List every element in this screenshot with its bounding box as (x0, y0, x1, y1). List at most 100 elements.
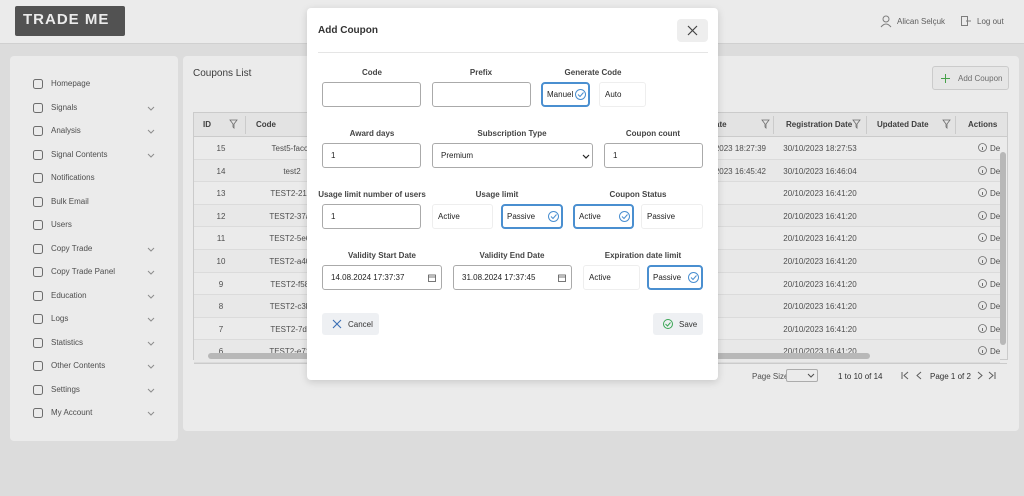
cell-id: 6 (218, 347, 224, 357)
close-button[interactable] (677, 19, 708, 42)
menu-icon (33, 102, 43, 113)
menu-item[interactable]: Copy Trade (51, 243, 93, 253)
column-header: Updated Date (877, 120, 929, 129)
close-icon (687, 25, 698, 36)
menu-icon (33, 290, 43, 301)
field-label: Prefix (469, 68, 493, 77)
field-label: Validity End Date (479, 251, 545, 260)
info-icon (978, 188, 987, 198)
input-value: 1 (331, 151, 336, 160)
menu-icon (33, 79, 43, 89)
cell-action[interactable]: De (990, 144, 1001, 153)
cell-id: 10 (216, 257, 226, 266)
menu-item[interactable]: Notifications (51, 173, 95, 182)
cell-action[interactable]: De (990, 302, 1001, 312)
menu-item[interactable]: Users (51, 220, 72, 229)
menu-item[interactable]: My Account (51, 408, 93, 417)
input-field[interactable]: 1 (604, 143, 703, 168)
menu-item[interactable]: Analysis (51, 126, 81, 135)
chevron (147, 106, 155, 111)
cell-action[interactable]: De (990, 234, 1001, 244)
cell-code: TEST2-37ab (269, 211, 315, 221)
menu-item[interactable]: Signal Contents (51, 149, 108, 159)
menu-icon (33, 149, 43, 160)
input-field[interactable]: 1 (322, 143, 421, 168)
menu-item[interactable]: Signals (51, 102, 78, 112)
menu-item[interactable]: Statistics (51, 337, 84, 347)
cell-action[interactable]: De (990, 347, 1001, 357)
field-label: Expiration date limit (604, 251, 682, 260)
info-icon (978, 256, 987, 265)
menu-icon (33, 220, 43, 230)
add-coupon-label: Add Coupon (958, 74, 1003, 83)
menu-item[interactable]: Logs (51, 314, 69, 323)
add-coupon-button[interactable]: Add Coupon (932, 66, 1009, 90)
menu-item[interactable]: Bulk Email (51, 196, 89, 206)
chevron (807, 373, 815, 378)
field-label: Code (362, 68, 382, 77)
cell-action[interactable]: De (990, 211, 1001, 221)
input-field[interactable]: 31.08.2024 17:37:45 (453, 265, 572, 290)
page-size-select[interactable] (786, 369, 818, 382)
toggle-option[interactable]: Passive (647, 265, 703, 290)
menu-icon (33, 126, 43, 136)
input-field[interactable]: 1 (322, 204, 421, 229)
cell-action[interactable]: De (990, 324, 1001, 334)
logout-link[interactable]: Log out (977, 17, 1004, 26)
chevron (147, 388, 155, 393)
plus-icon (941, 74, 950, 83)
cell-action[interactable]: De (990, 166, 1001, 176)
column-header: Registration Date (786, 120, 853, 129)
menu-item[interactable]: Education (51, 290, 87, 300)
input-value: 31.08.2024 17:37:45 (462, 273, 536, 282)
chevron (147, 129, 155, 134)
column-header: ate (715, 120, 727, 129)
menu-icon (33, 361, 43, 371)
menu-item[interactable]: Other Contents (51, 361, 106, 370)
info-icon (978, 323, 987, 333)
input-value: 1 (613, 151, 618, 160)
info-icon (978, 233, 987, 243)
menu-item[interactable]: Copy Trade Panel (51, 267, 116, 276)
toggle-option[interactable]: Active (573, 204, 634, 229)
input-field[interactable] (432, 82, 531, 107)
input-field[interactable]: Premium (432, 143, 593, 168)
input-field[interactable]: 14.08.2024 17:37:37 (322, 265, 442, 290)
toggle-option[interactable]: Active (583, 265, 640, 290)
save-button[interactable]: Save (653, 313, 703, 335)
column-header: ID (203, 120, 211, 129)
column-header: Code (256, 120, 276, 129)
cell-registration: 20/10/2023 16:41:20 (783, 302, 857, 312)
menu-item[interactable]: Settings (51, 384, 80, 394)
cell-id: 13 (216, 189, 226, 199)
filter-icon (852, 119, 861, 129)
toggle-label: Manuel (547, 90, 574, 99)
info-icon (978, 143, 987, 152)
field-label: Usage limit (475, 190, 519, 199)
field-label: Generate Code (564, 68, 622, 77)
save-label: Save (679, 320, 698, 329)
input-value: Premium (441, 151, 474, 160)
toggle-label: Active (589, 273, 611, 282)
toggle-label: Passive (653, 273, 682, 282)
cell-action[interactable]: De (990, 257, 1001, 266)
column-separator (955, 116, 956, 134)
menu-item[interactable]: Homepage (51, 79, 91, 88)
cell-id: 12 (216, 211, 226, 221)
prev-page (916, 371, 922, 380)
logo: TRADE ME (15, 6, 125, 36)
toggle-option[interactable]: Auto (599, 82, 646, 107)
cell-id: 7 (218, 324, 224, 334)
toggle-option[interactable]: Passive (501, 204, 563, 229)
cell-registration: 30/10/2023 16:46:04 (783, 166, 857, 176)
cell-action[interactable]: De (990, 189, 1001, 199)
chevron (147, 364, 155, 369)
cell-registration: 20/10/2023 16:41:20 (783, 211, 857, 221)
toggle-option[interactable]: Passive (641, 204, 703, 229)
cancel-button[interactable]: Cancel (322, 313, 379, 335)
input-field[interactable] (322, 82, 421, 107)
menu-icon (33, 173, 43, 183)
cell-action[interactable]: De (990, 279, 1001, 289)
toggle-option[interactable]: Active (432, 204, 493, 229)
toggle-option[interactable]: Manuel (541, 82, 590, 107)
